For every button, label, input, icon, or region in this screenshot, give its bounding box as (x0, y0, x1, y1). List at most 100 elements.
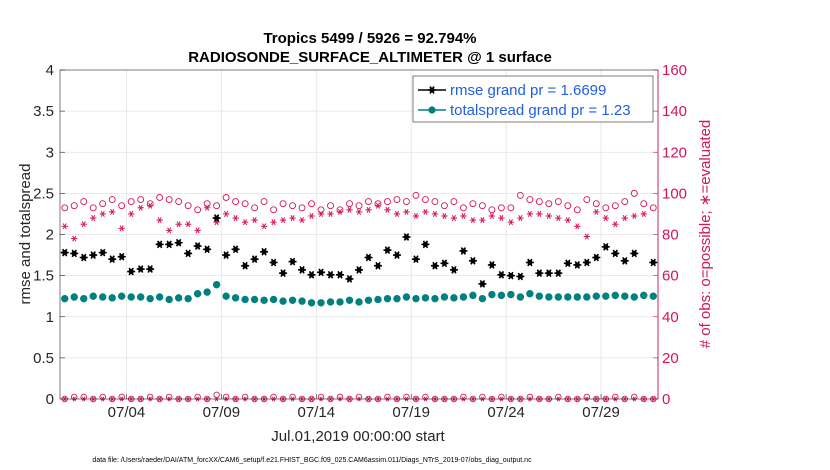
obs-evaluated-point (222, 210, 230, 217)
totalspread-point (345, 296, 354, 304)
obs-evaluated-point (374, 202, 382, 209)
obs-evaluated-point (488, 212, 496, 220)
y2-tick-label: 160 (662, 62, 687, 79)
obs-evaluated-point (279, 217, 287, 224)
x-tick-label: 07/04 (108, 404, 146, 421)
obs-evaluated-point (517, 215, 524, 222)
rmse-point-core (289, 259, 296, 265)
rmse-point-core (346, 276, 353, 282)
obs-evaluated-point (526, 210, 534, 217)
y2-tick-label: 20 (662, 350, 679, 367)
rmse-point-core (375, 263, 381, 269)
obs-evaluated-point (593, 208, 600, 215)
obs-evaluated-point (365, 206, 372, 213)
totalspread-point (184, 294, 192, 303)
obs-evaluated-point (346, 206, 353, 213)
rmse-point-core (593, 254, 599, 261)
totalspread-point (478, 294, 487, 303)
totalspread-point (212, 280, 221, 289)
totalspread-point (222, 292, 230, 300)
y2-tick-label: 80 (662, 227, 679, 244)
totalspread-point (355, 298, 363, 306)
obs-evaluated-point (384, 206, 391, 213)
obs-evaluated-point (479, 217, 486, 224)
totalspread-point (450, 294, 458, 302)
legend: rmse grand pr = 1.6699 totalspread grand… (412, 75, 654, 123)
totalspread-point (80, 294, 88, 303)
rmse-point-core (546, 270, 552, 276)
obs-evaluated-point (583, 233, 591, 240)
totalspread-point (583, 293, 591, 301)
obs-evaluated-point (327, 210, 334, 217)
obs-possible-point (317, 206, 325, 214)
obs-evaluated-point (71, 235, 78, 242)
obs-possible-point (279, 200, 287, 208)
obs-evaluated-point (612, 221, 619, 228)
legend-box (412, 75, 654, 123)
obs-possible-point (412, 191, 420, 199)
rmse-point-core (128, 268, 134, 275)
obs-evaluated-point (545, 212, 553, 220)
obs-possible-point (488, 206, 496, 214)
totalspread-point (640, 291, 648, 300)
rmse-point-core (432, 263, 438, 269)
totalspread-point (336, 298, 344, 306)
obs-possible-point (554, 198, 562, 206)
obs-possible-point (535, 198, 543, 206)
rmse-point-core (527, 259, 533, 266)
totalspread-point (630, 293, 638, 301)
rmse-point-core (536, 270, 542, 276)
totalspread-point (554, 293, 563, 301)
legend-totalspread-label: totalspread grand pr = 1.23 (450, 102, 631, 119)
obs-possible-point (478, 202, 486, 210)
obs-possible-point (640, 200, 648, 208)
obs-evaluated-point (317, 210, 325, 217)
obs-possible-point (459, 204, 467, 212)
rmse-point-core (233, 246, 239, 252)
totalspread-point (307, 299, 316, 307)
totalspread-point (260, 296, 268, 304)
obs-evaluated-point (336, 208, 344, 215)
obs-possible-point (118, 202, 126, 210)
totalspread-point (117, 292, 126, 300)
y-tick-label: 1.5 (33, 268, 54, 285)
rmse-point-core (622, 258, 628, 264)
rmse-point-core (176, 240, 182, 246)
obs-evaluated-point (536, 210, 543, 217)
obs-possible-point (573, 206, 581, 214)
totalspread-point (155, 293, 164, 301)
data-marks (60, 189, 658, 403)
obs-possible-point (365, 198, 372, 206)
totalspread-point (174, 294, 183, 302)
totalspread-point (383, 294, 392, 303)
y2-tick-label: 100 (662, 185, 687, 202)
rmse-point-core (214, 215, 220, 221)
obs-possible-point (80, 198, 88, 206)
obs-evaluated-point (431, 210, 439, 217)
obs-evaluated-point (137, 204, 144, 211)
y-tick-label: 0 (46, 391, 54, 408)
rmse-point-core (574, 262, 580, 268)
y-tick-label: 3.5 (33, 103, 54, 120)
obs-evaluated-point (460, 212, 467, 220)
obs-possible-point (384, 198, 391, 206)
obs-evaluated-point (127, 210, 135, 217)
obs-possible-point (497, 204, 505, 212)
totalspread-point (203, 288, 211, 296)
obs-possible-point (222, 194, 230, 201)
obs-possible-point (289, 202, 297, 210)
obs-evaluated-point (165, 227, 173, 234)
rmse-point-core (403, 234, 410, 240)
rmse-point-core (270, 259, 277, 266)
totalspread-point (440, 293, 449, 301)
rmse-point-core (166, 241, 172, 247)
obs-possible-point (602, 204, 610, 212)
legend-totalspread-marker (428, 106, 436, 114)
rmse-point-core (318, 269, 324, 275)
totalspread-point (516, 293, 525, 301)
totalspread-point (364, 296, 373, 304)
obs-evaluated-point (555, 215, 562, 222)
obs-possible-point (137, 196, 145, 203)
y-tick-label: 1 (46, 309, 54, 326)
rmse-point-core (138, 266, 144, 272)
